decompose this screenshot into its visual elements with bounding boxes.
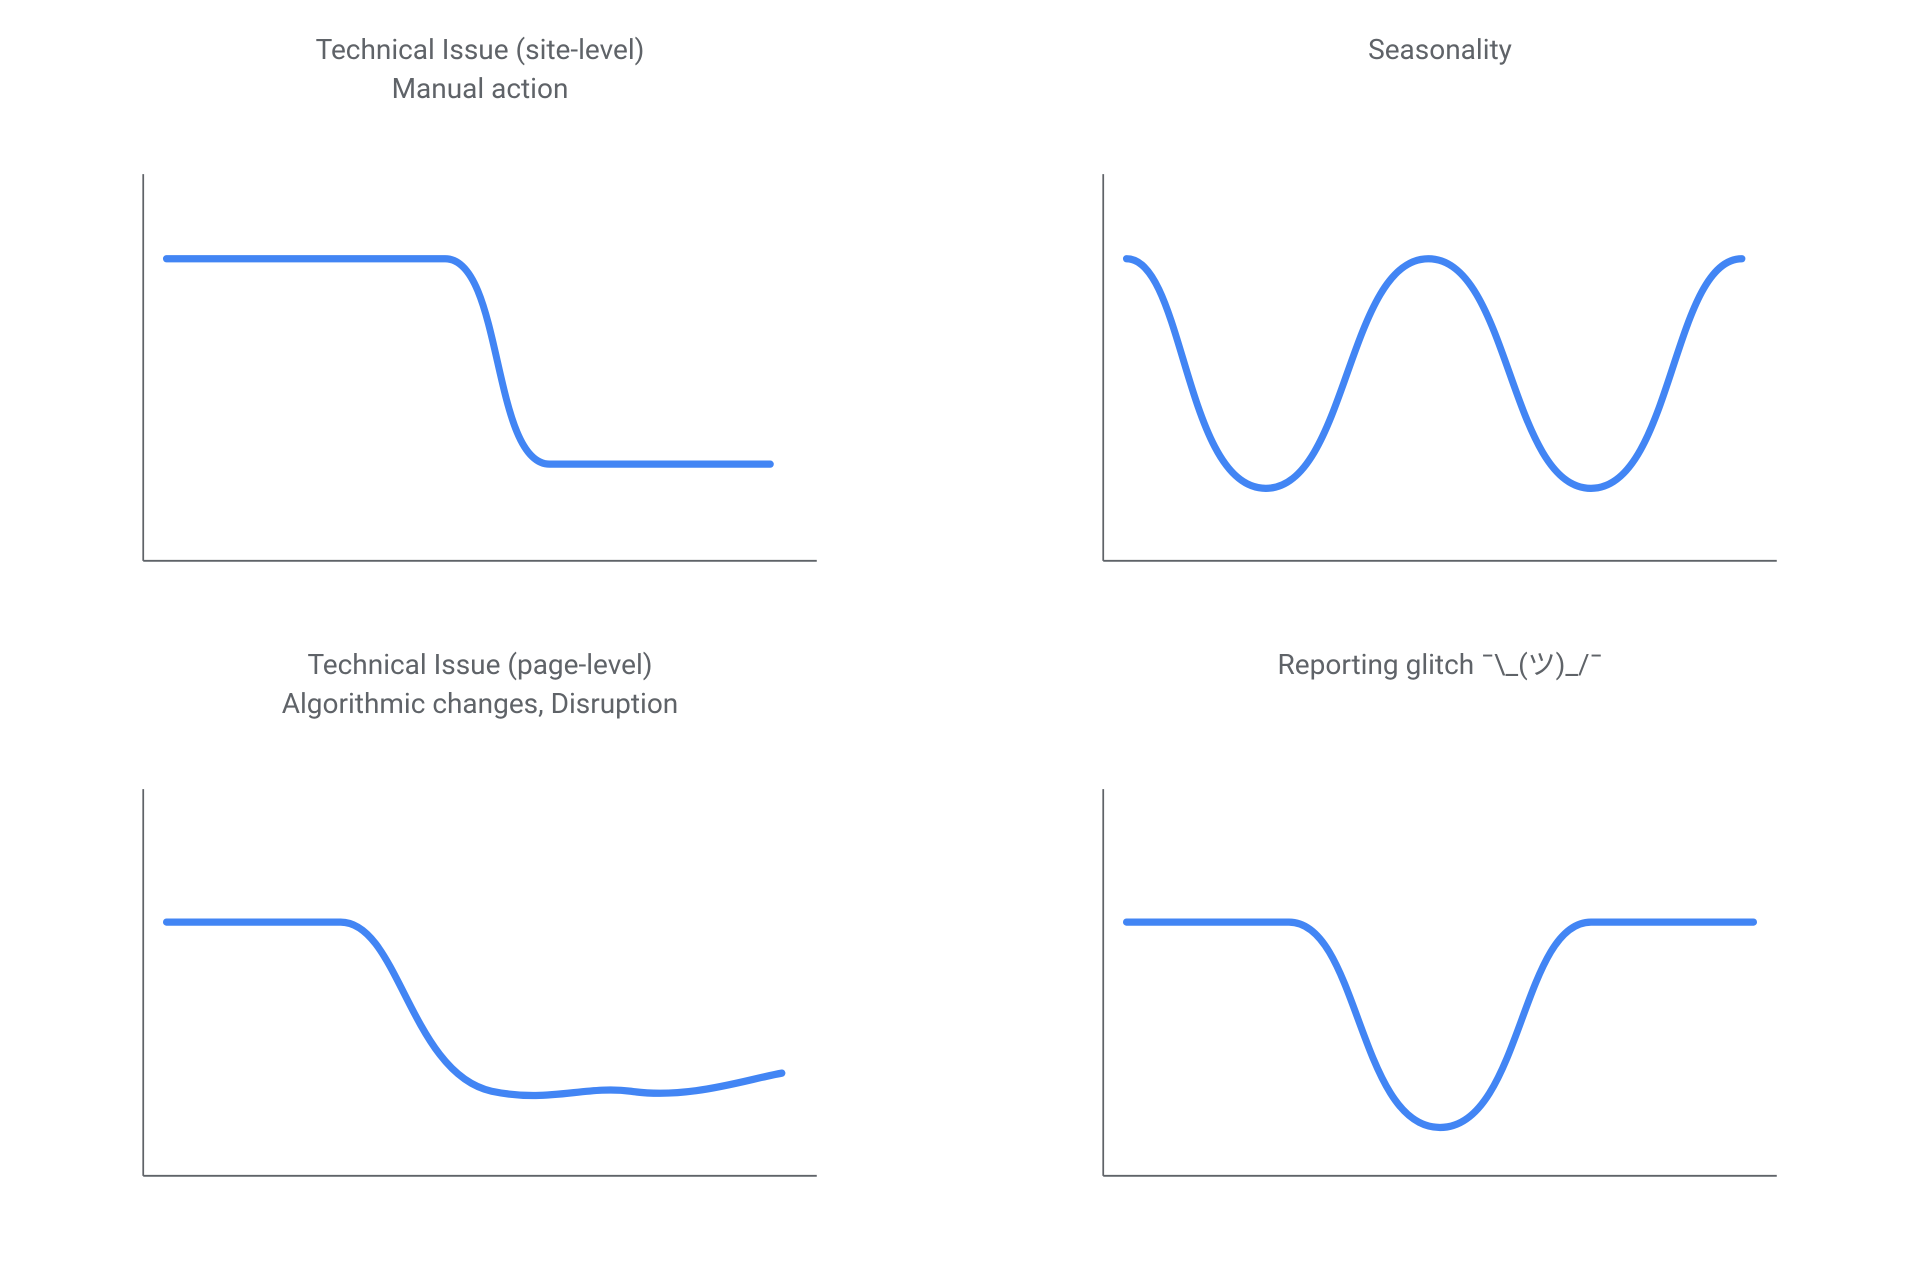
chart-technical-page xyxy=(120,765,840,1200)
panel-title: Reporting glitch ¯\_(ツ)_/¯ xyxy=(1278,645,1603,735)
panel-seasonality: Seasonality xyxy=(1080,30,1800,585)
data-line xyxy=(166,259,770,464)
panel-technical-site: Technical Issue (site-level) Manual acti… xyxy=(120,30,840,585)
panel-title: Technical Issue (page-level) Algorithmic… xyxy=(282,645,679,735)
data-line xyxy=(166,922,781,1095)
panel-technical-page: Technical Issue (page-level) Algorithmic… xyxy=(120,645,840,1200)
chart-seasonality xyxy=(1080,150,1800,585)
panel-reporting-glitch: Reporting glitch ¯\_(ツ)_/¯ xyxy=(1080,645,1800,1200)
chart-reporting-glitch xyxy=(1080,765,1800,1200)
panel-title: Seasonality xyxy=(1368,30,1512,120)
data-line xyxy=(1126,259,1741,489)
chart-grid: Technical Issue (site-level) Manual acti… xyxy=(0,0,1920,1280)
data-line xyxy=(1126,922,1753,1127)
panel-title: Technical Issue (site-level) Manual acti… xyxy=(316,30,645,120)
chart-technical-site xyxy=(120,150,840,585)
